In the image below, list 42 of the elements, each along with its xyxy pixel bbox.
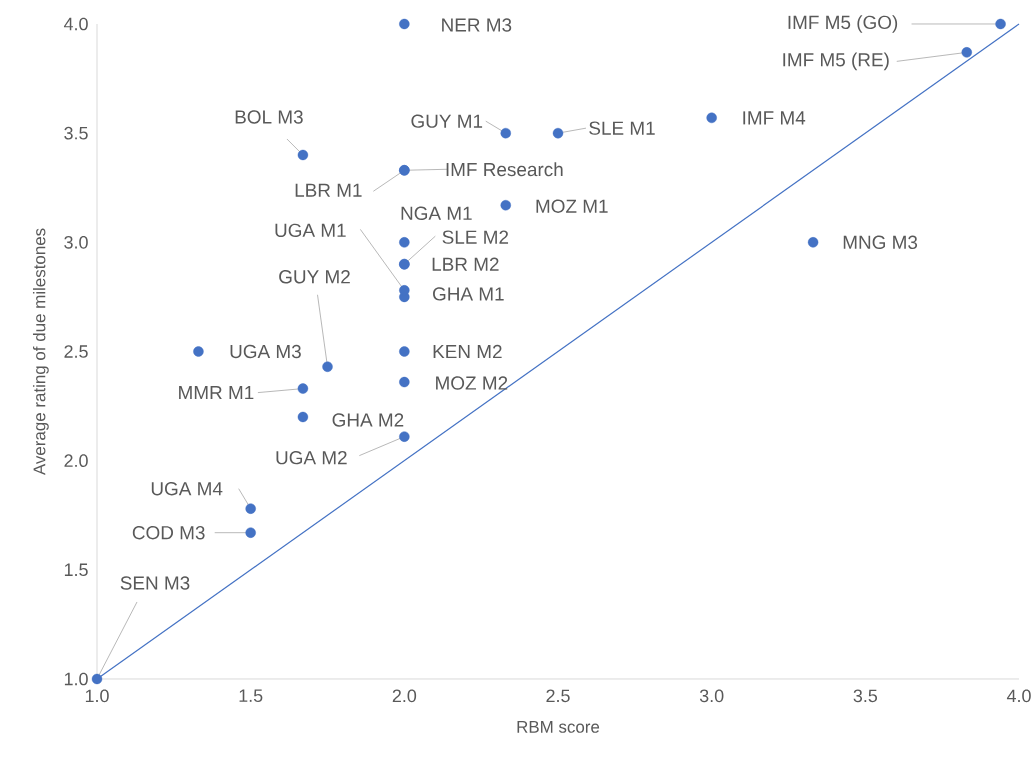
x-tick-label: 4.0 (1006, 689, 1031, 703)
annotation: UGA M2 (276, 450, 347, 465)
x-tick-label: 1.5 (239, 689, 263, 702)
annotation: GUY M1 (411, 114, 483, 128)
y-axis-title: Average rating of due milestones (32, 228, 49, 476)
annotation: LBR M2 (432, 257, 499, 271)
annotation: IMF Research (446, 162, 563, 177)
annotation: LBR M1 (295, 183, 362, 197)
annotation: MOZ M1 (536, 199, 608, 213)
y-tick-label: 3.5 (64, 126, 88, 140)
annotation: SLE M1 (589, 121, 655, 135)
x-tick-label: 3.5 (853, 689, 878, 703)
annotation: NER M3 (442, 18, 512, 32)
annotation: IMF M5 (GO) (788, 15, 898, 33)
y-tick-label: 2.0 (64, 454, 88, 467)
annotation: GHA M1 (433, 287, 504, 301)
annotation: SEN M3 (120, 576, 190, 590)
annotation: SLE M2 (442, 230, 509, 244)
annotation: MMR M1 (179, 386, 254, 400)
annotation: MOZ M2 (436, 376, 508, 390)
annotation: NGA M1 (401, 206, 472, 221)
annotation: UGA M3 (230, 344, 301, 359)
y-tick-label: 2.5 (64, 345, 88, 358)
y-tick-label: 4.0 (63, 17, 88, 31)
x-tick-label: 2.5 (546, 689, 570, 703)
x-tick-label: 1.0 (85, 689, 109, 703)
x-tick-label: 2.0 (392, 689, 417, 703)
annotation: UGA M1 (275, 223, 346, 238)
annotation: IMF M5 (RE) (783, 52, 889, 71)
annotation: IMF M4 (743, 111, 806, 125)
x-axis-title: RBM score (517, 721, 600, 733)
annotation: UGA M4 (151, 481, 223, 496)
annotation: COD M3 (132, 526, 205, 540)
annotation: KEN M2 (433, 344, 502, 359)
annotation: GHA M2 (332, 413, 404, 427)
y-tick-label: 3.0 (64, 235, 88, 249)
x-tick-label: 3.0 (699, 689, 724, 703)
annotation: MNG M3 (843, 235, 918, 250)
annotation: BOL M3 (235, 110, 303, 124)
annotation: GUY M2 (279, 270, 350, 284)
y-tick-label: 1.5 (64, 563, 88, 577)
y-tick-label: 1.0 (64, 672, 88, 686)
